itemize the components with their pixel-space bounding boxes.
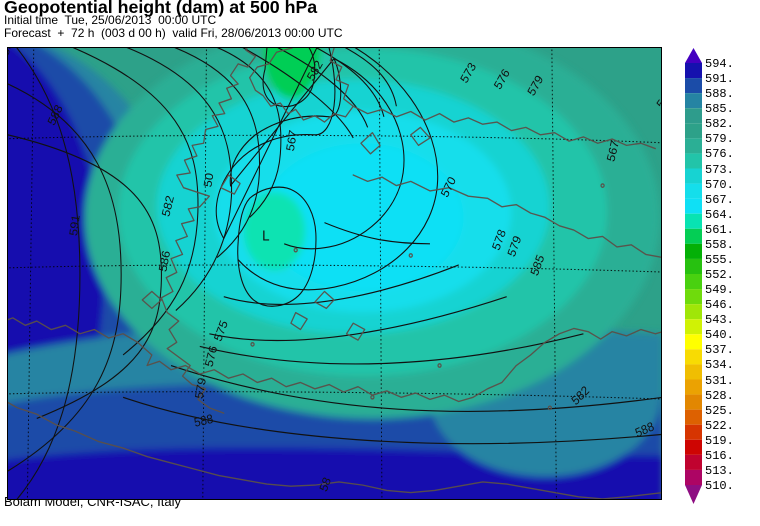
svg-text:591: 591: [67, 214, 83, 237]
svg-text:50: 50: [201, 172, 216, 189]
svg-text:L: L: [262, 227, 270, 244]
